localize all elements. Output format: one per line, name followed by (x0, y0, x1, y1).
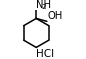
Text: OH: OH (47, 11, 62, 21)
Text: NH: NH (36, 0, 51, 10)
Text: HCl: HCl (36, 49, 54, 59)
Text: 2: 2 (41, 4, 46, 10)
